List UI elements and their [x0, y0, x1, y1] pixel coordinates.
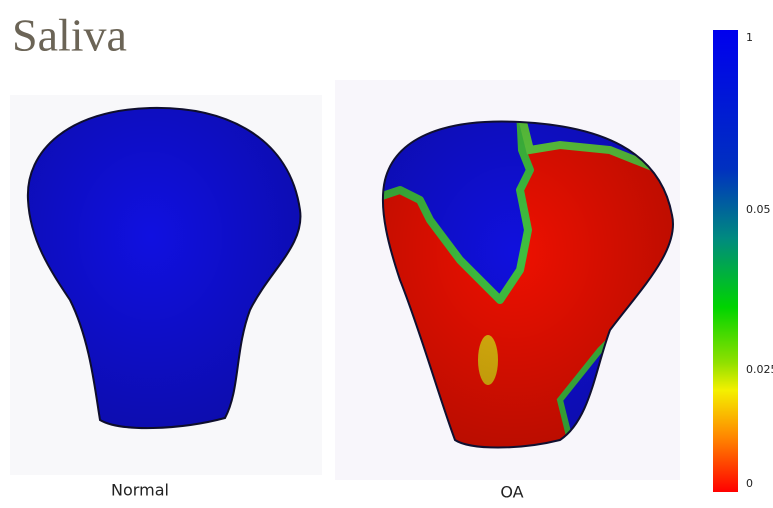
- panel-label: Normal: [111, 481, 169, 500]
- colorbar-tick-label: 0.025: [746, 363, 773, 376]
- colorbar-tick-label: 0: [746, 477, 753, 490]
- colorbar-tick-label: 1: [746, 31, 753, 44]
- title: Saliva: [12, 10, 127, 61]
- colorbar: [713, 30, 738, 492]
- colorbar-tick-label: 0.05: [746, 203, 771, 216]
- panel-label: OA: [500, 483, 523, 502]
- figure: Saliva Normal OA 1 0.05 0.025 0: [0, 0, 773, 508]
